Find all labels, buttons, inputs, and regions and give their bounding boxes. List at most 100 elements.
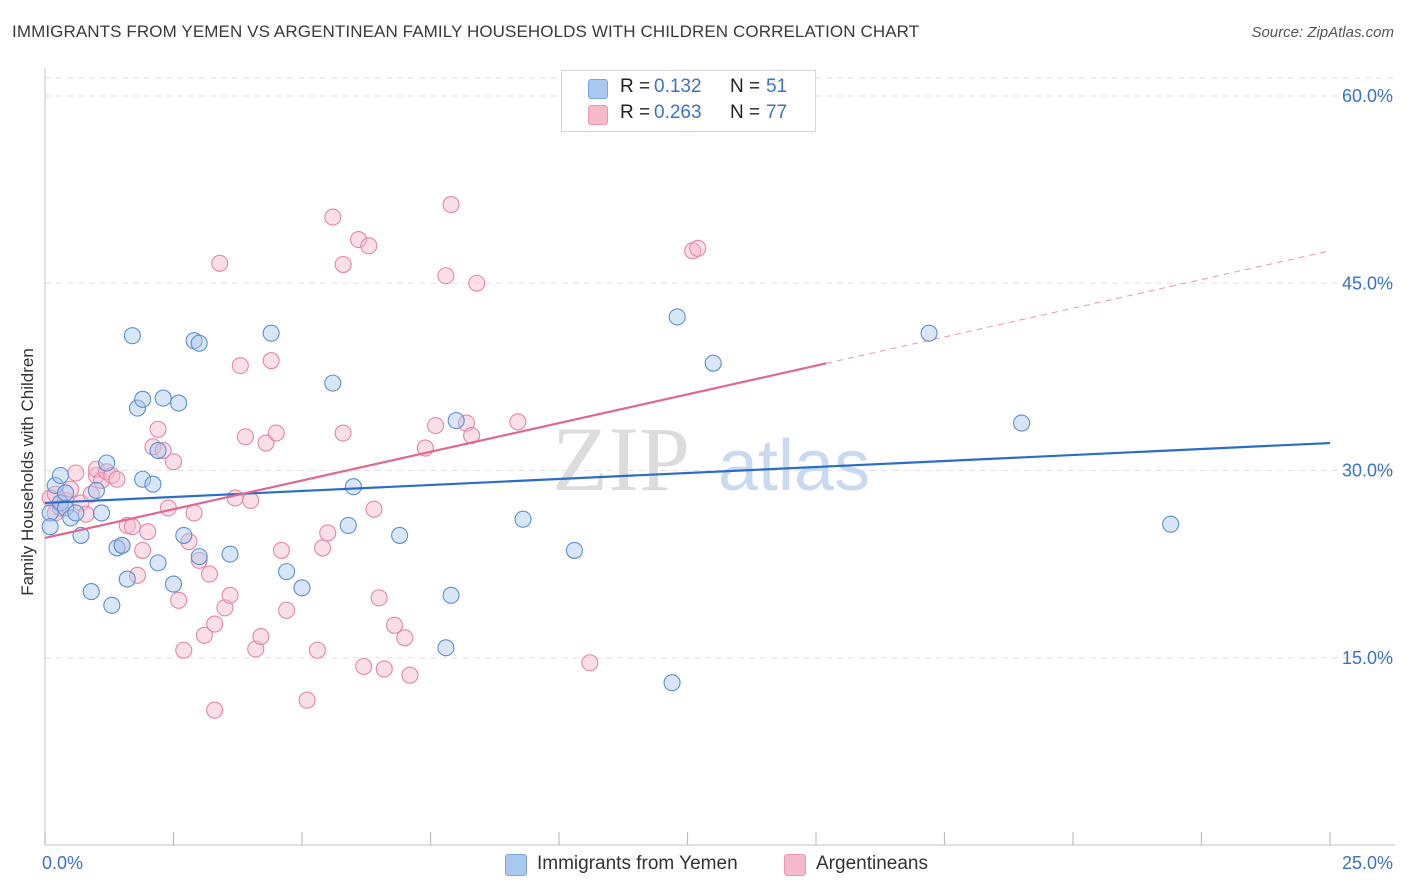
legend-swatch-argentineans — [588, 105, 608, 125]
watermark-zip: ZIP — [552, 408, 690, 510]
yemen-point — [82, 583, 100, 601]
argentineans-point — [396, 629, 414, 647]
argentineans-point — [87, 466, 105, 485]
legend-swatch-argentineans — [784, 854, 806, 876]
argentineans-point — [108, 470, 126, 488]
legend-row-argentineans: R = 0.263 N = 77 — [562, 101, 815, 127]
argentineans-point — [190, 551, 208, 569]
argentineans-point — [170, 591, 188, 609]
yemen-point — [339, 516, 357, 534]
argentineans-point — [298, 691, 316, 709]
y-axis-label-wrap: Family Households with Children — [16, 348, 40, 596]
argentineans-point — [139, 523, 157, 541]
argentineans-point — [375, 660, 393, 678]
argentineans-point — [385, 616, 404, 634]
yemen-point — [51, 466, 69, 485]
yemen-point — [278, 563, 296, 581]
argentineans-point — [272, 541, 290, 559]
yemen-point — [1162, 515, 1180, 533]
argentineans-point — [267, 424, 285, 442]
yemen-point — [437, 639, 455, 657]
yemen-point — [92, 504, 111, 522]
argentineans-point — [468, 274, 486, 292]
legend-n-label: N = — [730, 102, 761, 123]
argentineans-point — [370, 589, 388, 607]
argentineans-point — [221, 586, 239, 604]
yemen-point — [41, 504, 59, 522]
yemen-point — [704, 354, 722, 372]
legend-r-value: 0.132 — [654, 76, 702, 97]
yemen-point — [565, 541, 583, 559]
argentineans-point — [324, 208, 342, 226]
argentineans-point — [360, 237, 378, 255]
argentineans-point — [262, 352, 280, 370]
argentineans-point — [216, 599, 234, 617]
legend-r-label: R = — [620, 76, 651, 97]
trend-lines — [44, 250, 1331, 539]
yemen-point — [87, 481, 105, 500]
yemen-point — [57, 499, 75, 517]
argentineans-point — [334, 424, 352, 442]
yemen-point — [262, 324, 280, 342]
argentineans-point — [200, 565, 219, 583]
argentineans-point — [442, 196, 460, 214]
y-axis-label: Family Households with Children — [18, 348, 37, 596]
yemen-point — [190, 548, 208, 566]
yemen-point — [190, 334, 208, 352]
tick-labels: 15.0% 30.0% 45.0% 60.0% 0.0% 25.0% — [42, 86, 1393, 873]
legend-n-label: N = — [730, 76, 761, 97]
legend-n-value: 77 — [766, 102, 788, 123]
y-tick-label: 15.0% — [1342, 648, 1393, 668]
yemen-point — [62, 509, 80, 527]
argentineans-point — [314, 539, 332, 557]
source-label: Source: ZipAtlas.com — [1251, 24, 1394, 41]
argentineans-point — [185, 504, 203, 522]
yemen-point — [118, 570, 136, 588]
yemen-points — [41, 308, 1180, 692]
yemen-point — [344, 478, 362, 496]
legend-r-value: 0.263 — [654, 102, 702, 123]
argentineans-point — [308, 641, 326, 659]
yemen-point — [123, 327, 141, 345]
argentineans-point — [401, 666, 419, 684]
yemen-point — [293, 579, 311, 597]
argentineans-point — [206, 701, 224, 719]
argentineans-point — [365, 500, 383, 518]
argentineans-point — [689, 239, 707, 257]
yemen-point — [134, 470, 152, 488]
yemen-point — [149, 441, 167, 460]
legend-label-yemen: Immigrants from Yemen — [537, 853, 738, 874]
argentineans-point — [427, 417, 445, 435]
watermark: ZIP atlas — [552, 408, 870, 510]
argentineans-point — [355, 657, 373, 676]
argentineans-point — [123, 518, 141, 536]
argentineans-point — [128, 566, 147, 584]
yemen-point — [668, 308, 686, 326]
argentineans-point — [206, 615, 224, 633]
legend-swatch-yemen — [588, 79, 608, 99]
argentineans-point — [87, 460, 105, 478]
yemen-point — [149, 554, 167, 572]
yemen-point — [98, 454, 116, 472]
yemen-point — [221, 545, 239, 563]
yemen-point — [164, 575, 183, 593]
argentineans-point — [457, 414, 476, 432]
yemen-point — [324, 374, 342, 392]
yemen-point — [391, 526, 409, 544]
argentineans-point — [437, 267, 455, 285]
y-tick-label: 45.0% — [1342, 273, 1393, 293]
yemen-point — [134, 390, 152, 408]
argentineans-point — [226, 489, 244, 507]
argentineans-point — [164, 453, 183, 471]
yemen-point — [41, 518, 59, 536]
yemen-point — [67, 504, 85, 522]
yemen-point — [170, 394, 188, 412]
legend-row-yemen: R = 0.132 N = 51 — [562, 75, 815, 101]
argentineans-point — [278, 601, 296, 619]
correlation-legend: R = 0.132 N = 51 R = 0.263 N = 77 — [561, 70, 816, 132]
argentineans-point — [319, 524, 337, 542]
argentineans-point — [67, 464, 85, 482]
yemen-point — [113, 536, 131, 554]
argentineans-point — [134, 541, 152, 559]
